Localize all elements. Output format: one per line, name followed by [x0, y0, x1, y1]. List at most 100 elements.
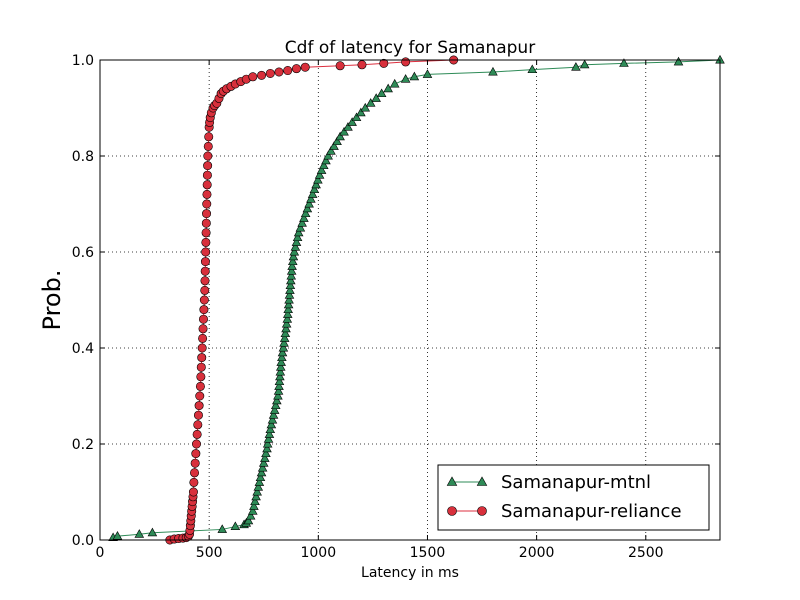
data-point-reliance [203, 151, 213, 161]
data-point-mtnl [281, 318, 292, 328]
data-point-reliance [274, 67, 284, 77]
data-point-mtnl [284, 294, 294, 304]
legend-label-mtnl: Samanapur-mtnl [501, 472, 651, 493]
data-point-reliance [203, 161, 213, 171]
data-point-mtnl [383, 83, 393, 93]
data-point-mtnl [292, 232, 303, 242]
data-point-mtnl [147, 527, 158, 537]
data-point-mtnl [356, 107, 366, 117]
data-point-mtnl [274, 381, 284, 390]
data-point-reliance [335, 61, 345, 71]
data-point-reliance [194, 401, 204, 411]
data-point-mtnl [272, 395, 282, 405]
data-point-mtnl [284, 290, 295, 299]
data-point-mtnl [282, 309, 293, 318]
data-point-mtnl [286, 275, 296, 285]
data-point-reliance [204, 132, 214, 142]
data-point-mtnl [269, 405, 280, 414]
data-point-mtnl [285, 285, 295, 294]
axis-ticks: 0 500 1000 1500 2000 2500 0.0 0.2 0.4 0.6 0.8 1.0 [72, 53, 720, 561]
series-reliance [165, 55, 459, 545]
data-point-reliance [193, 410, 203, 420]
data-point-mtnl [261, 448, 271, 458]
data-point-mtnl [267, 414, 278, 424]
data-point-mtnl [283, 299, 294, 309]
series-mtnl [108, 54, 725, 542]
plot-frame [99, 59, 721, 541]
data-point-reliance [202, 209, 212, 219]
chart-title: Cdf of latency for Samanapur [285, 38, 535, 58]
data-point-mtnl [302, 203, 313, 213]
data-point-mtnl [619, 58, 629, 67]
data-point-reliance [202, 199, 212, 209]
data-point-mtnl [321, 155, 331, 165]
data-point-mtnl [276, 357, 286, 366]
data-point-mtnl [335, 131, 345, 141]
data-point-mtnl [389, 78, 400, 88]
data-point-mtnl [673, 56, 684, 66]
data-point-mtnl [280, 328, 291, 338]
y-tick-label: 0.4 [72, 341, 94, 357]
data-point-mtnl [263, 434, 274, 443]
data-point-reliance [200, 257, 210, 267]
data-point-mtnl [277, 347, 288, 357]
data-point-reliance [191, 439, 201, 449]
x-tick-label: 2500 [628, 545, 664, 561]
data-point-mtnl [255, 472, 266, 482]
data-point-reliance [199, 295, 209, 305]
data-point-reliance [193, 420, 203, 430]
data-point-mtnl [323, 150, 333, 160]
data-point-reliance [197, 343, 207, 353]
data-point-mtnl [250, 496, 260, 506]
data-point-reliance [196, 362, 206, 372]
data-point-reliance [199, 305, 209, 315]
x-tick-label: 500 [196, 545, 223, 561]
data-point-mtnl [409, 71, 420, 81]
data-point-mtnl [268, 410, 279, 419]
data-point-reliance [198, 314, 208, 324]
data-point-mtnl [297, 218, 307, 227]
y-axis-label: Prob. [38, 270, 66, 331]
data-point-reliance [200, 285, 210, 295]
data-point-mtnl [347, 117, 357, 126]
x-tick-label: 2000 [519, 545, 555, 561]
data-point-mtnl [300, 208, 311, 218]
data-point-mtnl [291, 237, 302, 246]
data-point-mtnl [316, 165, 327, 174]
data-point-mtnl [289, 246, 300, 256]
legend-marker-mtnl-end [476, 476, 488, 486]
data-point-mtnl [254, 477, 265, 486]
data-point-reliance [202, 180, 212, 190]
data-point-reliance [203, 141, 213, 151]
data-point-mtnl [243, 515, 254, 525]
data-point-reliance [189, 477, 199, 487]
data-point-reliance [379, 58, 389, 68]
data-point-reliance [202, 170, 212, 180]
data-point-mtnl [293, 227, 304, 237]
data-point-reliance [202, 189, 212, 199]
data-point-reliance [190, 458, 200, 468]
data-point-mtnl [329, 141, 339, 150]
data-point-mtnl [257, 462, 268, 472]
data-point-mtnl [270, 400, 281, 410]
data-point-reliance [283, 66, 293, 76]
data-point-mtnl [264, 429, 275, 438]
data-point-reliance [200, 266, 210, 276]
data-point-mtnl [275, 366, 286, 376]
data-point-reliance [200, 276, 210, 286]
legend-marker-reliance-end [477, 506, 487, 516]
data-point-mtnl [230, 521, 241, 531]
y-tick-label: 0.8 [72, 149, 94, 165]
data-point-reliance [197, 353, 207, 363]
legend: Samanapur-mtnl Samanapur-reliance [437, 464, 710, 531]
data-point-mtnl [279, 338, 289, 347]
data-point-mtnl [371, 93, 381, 102]
x-tick-label: 1000 [300, 545, 336, 561]
data-point-reliance [188, 487, 198, 497]
data-point-mtnl [285, 280, 296, 290]
data-point-mtnl [579, 59, 590, 69]
data-point-mtnl [252, 486, 262, 496]
data-point-mtnl [253, 482, 264, 491]
data-point-mtnl [288, 251, 299, 261]
